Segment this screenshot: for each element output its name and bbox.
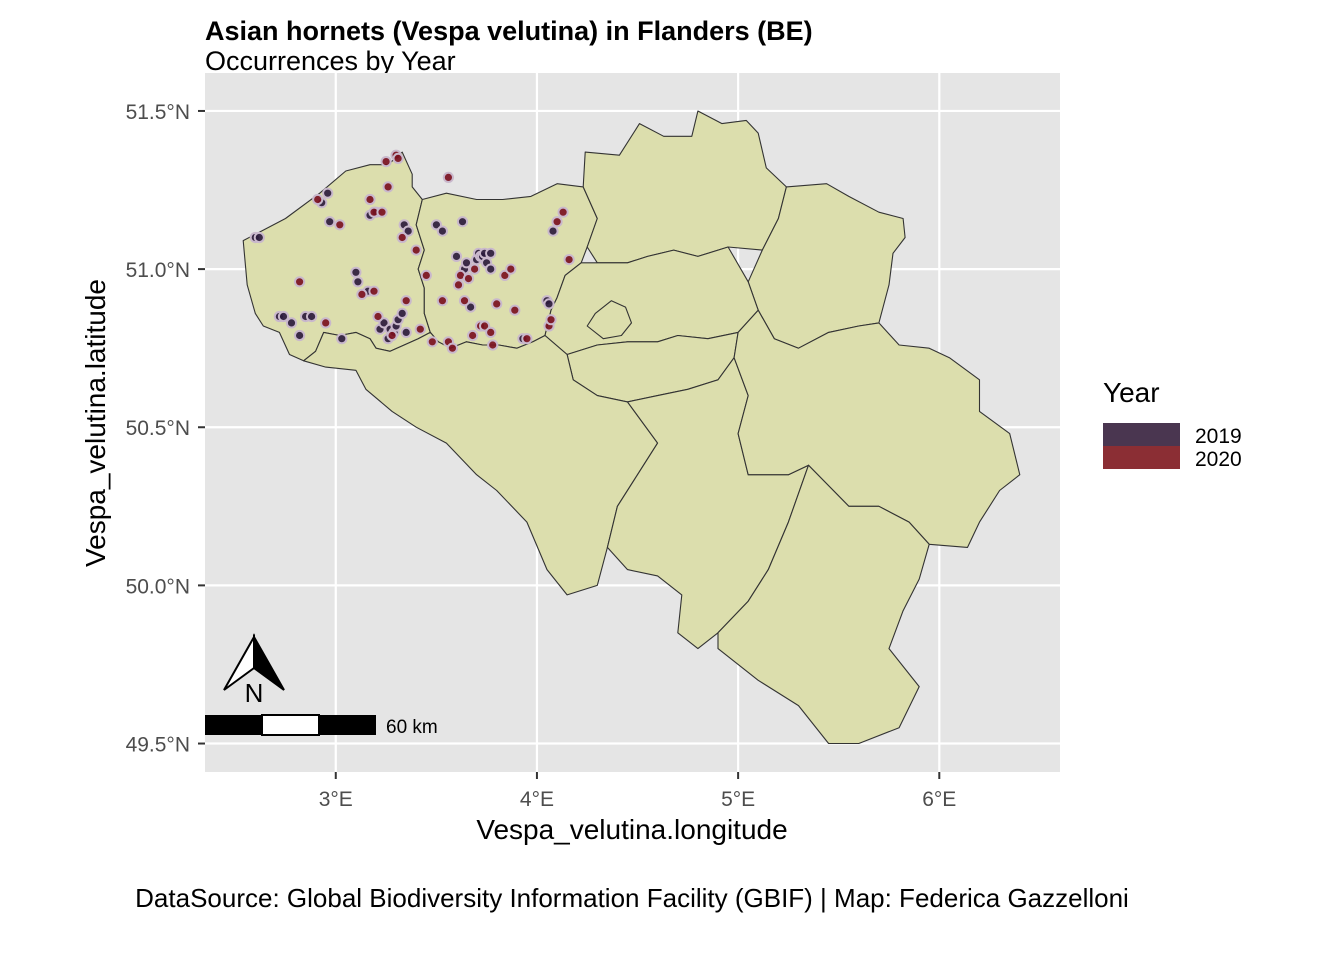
occurrence-point-2019 [396,307,408,319]
occurrence-point-2020 [376,206,388,218]
legend-key-2019 [1103,423,1180,446]
occurrence-point-2020 [396,231,408,244]
scale-bar-segment [261,714,320,736]
legend: Year 2019 2020 [1103,377,1242,471]
y-tick-label: 51.5°N [126,101,190,124]
x-axis-label: Vespa_velutina.longitude [476,814,787,845]
occurrence-point-2020 [446,342,458,354]
occurrence-point-2020 [392,152,404,164]
y-axis-label: Vespa_velutina.latitude [80,279,111,567]
scale-bar: 60 km [205,714,438,738]
occurrence-point-2020 [467,329,479,342]
occurrence-point-2019 [253,231,265,244]
occurrence-point-2019 [460,257,473,269]
occurrence-point-2019 [547,225,559,237]
occurrence-point-2019 [450,250,463,262]
occurrence-point-2020 [442,171,454,183]
occurrence-point-2020 [420,269,432,281]
occurrence-point-2019 [306,310,318,323]
occurrence-point-2019 [350,266,362,278]
occurrence-point-2020 [320,317,332,329]
occurrence-point-2020 [294,276,306,288]
occurrence-point-2020 [452,279,465,291]
y-tick-label: 50.5°N [126,417,190,440]
occurrence-point-2019 [322,187,334,199]
map-caption: DataSource: Global Biodiversity Informat… [135,883,1129,913]
occurrence-point-2020 [380,156,392,168]
x-axis-ticks: 3°E 4°E 5°E 6°E [319,772,956,811]
occurrence-point-2019 [277,310,290,323]
occurrence-point-2019 [336,333,348,345]
occurrence-point-2020 [505,263,517,275]
province-layer: West FlandersEast FlandersAntwerpLimburg… [242,110,1021,745]
occurrence-point-2019 [543,298,555,310]
occurrence-point-2020 [521,333,533,345]
scale-bar-label: 60 km [386,717,438,738]
occurrence-point-2020 [410,244,422,256]
scale-bar-segment [319,715,376,735]
province-polygon: Luxembourg [717,464,930,745]
occurrence-point-2020 [436,295,448,307]
occurrence-point-2020 [356,288,368,300]
province-polygon: Brussels [586,300,633,340]
map-title: Asian hornets (Vespa velutina) in Flande… [205,16,813,46]
y-tick-label: 50.0°N [126,575,190,598]
occurrence-point-2020 [414,323,426,335]
north-arrow-right-half [253,633,285,691]
occurrence-point-2020 [368,285,380,297]
occurrence-point-2020 [400,295,412,307]
occurrence-point-2019 [400,326,412,338]
occurrence-point-2020 [386,329,398,342]
occurrence-point-2020 [364,193,376,206]
occurrence-point-2020 [557,206,569,218]
province-polygon: Hainaut [303,331,659,596]
occurrence-point-2020 [469,263,481,275]
occurrence-point-2020 [563,254,575,266]
occurrence-point-2020 [312,193,324,206]
occurrence-point-2020 [551,216,563,228]
occurrence-point-2019 [485,247,497,259]
occurrence-point-2019 [294,329,306,342]
y-tick-label: 49.5°N [126,734,190,757]
occurrence-point-2020 [485,326,497,338]
x-tick-label: 3°E [319,788,353,811]
occurrence-point-2020 [487,339,499,351]
occurrence-point-2019 [352,276,364,288]
occurrence-point-2019 [485,263,497,275]
north-arrow-icon: N [223,633,285,708]
occurrence-point-2019 [324,216,336,228]
legend-label-2020: 2020 [1195,448,1242,471]
occurrence-points [249,149,575,354]
occurrence-point-2019 [285,317,298,329]
occurrence-point-2020 [426,336,438,348]
occurrence-point-2020 [509,304,521,316]
legend-title: Year [1103,377,1160,408]
x-tick-label: 6°E [922,788,956,811]
occurrence-point-2020 [334,219,346,231]
legend-key-2020 [1103,446,1180,469]
map-subtitle: Occurrences by Year [205,46,456,76]
province-polygon: Liège [733,309,1021,548]
occurrence-point-2020 [491,298,503,310]
scale-bar-segment [205,715,262,735]
occurrence-point-2020 [382,181,394,193]
x-tick-label: 4°E [520,788,554,811]
x-tick-label: 5°E [721,788,755,811]
occurrence-point-2020 [372,310,384,323]
y-axis-ticks: 49.5°N 50.0°N 50.5°N 51.0°N 51.5°N [126,101,205,757]
legend-label-2019: 2019 [1195,425,1242,448]
y-tick-label: 51.0°N [126,259,190,282]
occurrence-point-2020 [545,314,557,326]
occurrence-point-2020 [458,295,471,307]
occurrence-point-2020 [462,273,475,285]
occurrence-point-2019 [436,225,448,237]
north-arrow-label: N [245,678,264,708]
occurrence-point-2019 [456,216,469,228]
